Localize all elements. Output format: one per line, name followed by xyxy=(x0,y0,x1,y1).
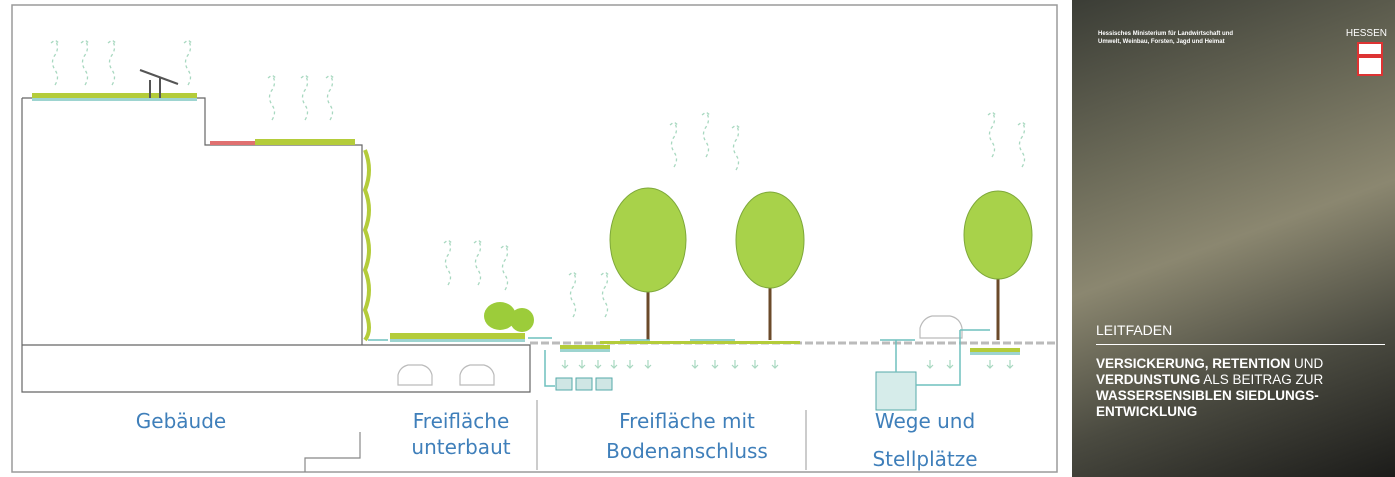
drop-arrow xyxy=(626,360,634,369)
state: HESSEN xyxy=(1345,28,1387,39)
book-cover: Hessisches Ministerium für Landwirtschaf… xyxy=(1072,0,1395,477)
vapor-arrow xyxy=(731,124,741,171)
cars xyxy=(397,315,963,386)
crest xyxy=(1357,42,1383,76)
drop-arrow xyxy=(691,360,699,369)
kicker: LEITFADEN xyxy=(1096,322,1173,338)
drop-arrow xyxy=(731,360,739,369)
drop-arrow xyxy=(751,360,759,369)
zone-label: Freifläche unterbaut xyxy=(411,409,510,459)
drop-arrow xyxy=(610,360,618,369)
evaporation xyxy=(50,39,1027,318)
drop-arrow xyxy=(594,360,602,369)
vapor-arrow xyxy=(500,244,510,291)
building-outline xyxy=(21,97,807,472)
vapor-arrow xyxy=(600,271,610,318)
drop-arrow xyxy=(578,360,586,369)
vapor-arrow xyxy=(987,111,997,158)
title-bold: VERSICKERUNG, RETENTION xyxy=(1096,356,1291,371)
zone-label: Gebäude xyxy=(136,409,226,433)
vapor-arrow xyxy=(325,74,335,121)
tree-crown xyxy=(735,191,805,289)
vapor-arrow xyxy=(1017,121,1027,168)
drop-arrow xyxy=(946,360,954,369)
title-normal: UND xyxy=(1290,356,1324,371)
tree-crown xyxy=(609,187,687,293)
vapor-arrow xyxy=(80,39,90,86)
publisher: Hessisches Ministerium für Landwirtschaf… xyxy=(1098,30,1233,46)
vapor-arrow xyxy=(568,271,578,318)
zone-label: Freifläche mit Bodenanschluss xyxy=(606,409,768,463)
vapor-arrow xyxy=(669,121,679,168)
drop-arrow xyxy=(711,360,719,369)
retention xyxy=(555,371,917,411)
flow-arrows xyxy=(368,329,990,387)
drop-arrow xyxy=(771,360,779,369)
drop-arrow xyxy=(644,360,652,369)
vapor-arrow xyxy=(50,39,60,86)
vapor-arrow xyxy=(107,39,117,86)
vapor-arrow xyxy=(300,74,310,121)
drop-arrow xyxy=(986,360,994,369)
diagram: Gebäude Freifläche unterbaut Freifläche m… xyxy=(11,4,1058,473)
title-bold: ENTWICKLUNG xyxy=(1096,404,1198,419)
trees xyxy=(609,187,1033,340)
vapor-arrow xyxy=(183,39,193,86)
drop-arrow xyxy=(926,360,934,369)
infiltration xyxy=(561,360,1014,369)
vapor-arrow xyxy=(701,111,711,158)
cover-title: VERSICKERUNG, RETENTION UND VERDUNSTUNG … xyxy=(1096,356,1323,420)
vapor-arrow xyxy=(267,74,277,121)
frame xyxy=(11,4,1058,473)
drop-arrow xyxy=(1006,360,1014,369)
publisher-line: Hessisches Ministerium für Landwirtschaf… xyxy=(1098,31,1234,37)
vapor-arrow xyxy=(473,239,483,286)
title-bold: VERDUNSTUNG xyxy=(1096,372,1201,387)
publisher-line: Umwelt, Weinbau, Forsten, Jagd und Heima… xyxy=(1098,39,1225,45)
drop-arrow xyxy=(561,360,569,369)
vapor-arrow xyxy=(443,239,453,286)
title-normal: ALS BEITRAG ZUR xyxy=(1200,372,1324,387)
rule xyxy=(1096,344,1385,345)
tree-crown xyxy=(963,190,1033,280)
zone-label: Wege und Stellplätze xyxy=(872,409,977,471)
green-layers xyxy=(32,69,1020,355)
title-bold: WASSERSENSIBLEN SIEDLUNGS- xyxy=(1096,388,1319,403)
